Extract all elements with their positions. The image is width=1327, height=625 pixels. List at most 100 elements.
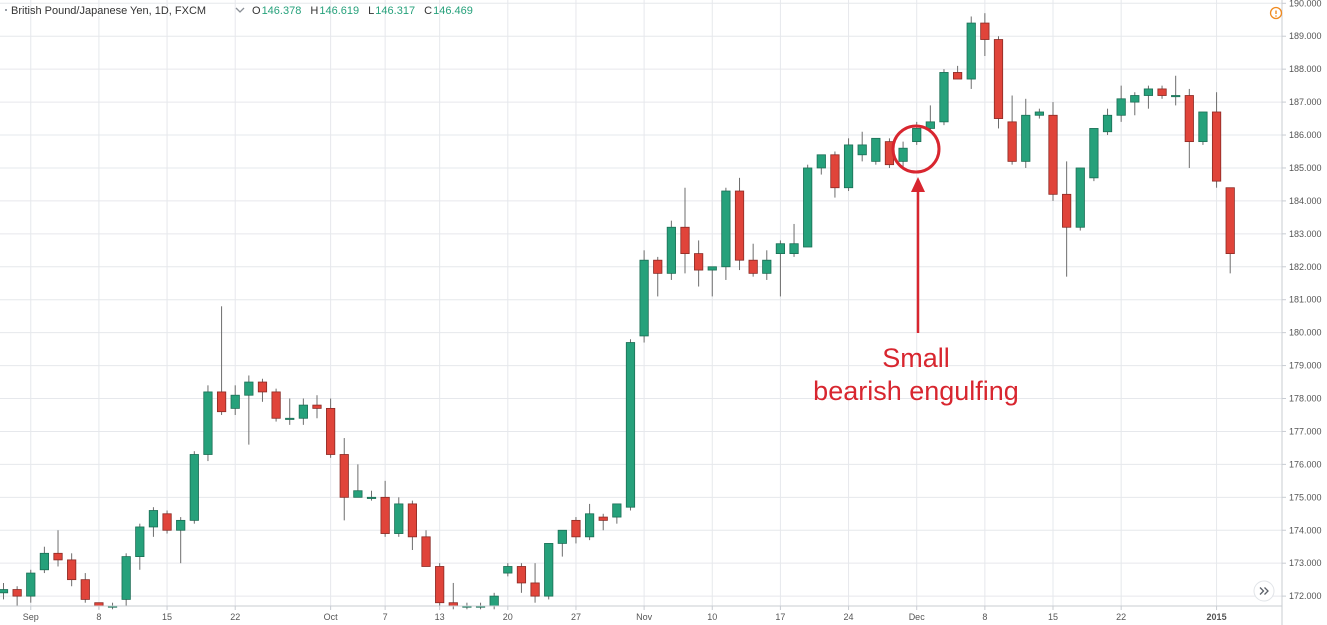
y-tick-label: 184.000 [1289,196,1322,206]
candle [1116,85,1126,122]
candle-body-bearish [598,516,608,521]
x-tick-label: 22 [230,612,240,622]
candle-body-bearish [1157,88,1167,96]
candle-body-bullish [366,496,377,499]
high-value: 146.619 [319,5,359,17]
y-tick-label: 186.000 [1289,130,1322,140]
candle-body-bearish [748,259,758,274]
candle [162,510,172,534]
y-tick-label: 190.000 [1289,0,1322,8]
candle-body-bullish [898,147,908,162]
candle-body-bearish [435,566,445,604]
candle-body-bearish [530,582,540,597]
candle-body-bullish [803,167,813,248]
candle [271,388,281,422]
candle [775,240,786,297]
candle-body-bullish [544,543,554,597]
candle [489,592,499,610]
y-tick-label: 189.000 [1289,31,1322,41]
price-axis[interactable]: 172.000 173.000 174.000 175.000 176.000 177.0… [1282,0,1322,601]
candle [1198,111,1208,145]
candle-body-bearish [571,519,581,538]
candle [530,563,540,603]
candle-body-bullish [298,404,308,419]
open-label: O [252,5,261,17]
candle [326,398,336,458]
y-tick-label: 182.000 [1289,262,1322,272]
candles [0,13,1235,610]
x-tick-label: 15 [1048,612,1058,622]
candle [1075,167,1085,231]
candle-body-bullish [503,566,513,574]
symbol-name[interactable]: British Pound/Japanese Yen, 1D, FXCM [11,5,206,17]
candle-body-bearish [271,391,281,419]
candle-body-bullish [176,519,186,531]
candle-body-bearish [312,404,322,409]
candle [53,530,63,567]
x-tick-label: 15 [162,612,172,622]
time-axis[interactable]: Sep 8 15 22 Oct 7 13 20 27 Nov 10 17 24 Dec 8 15 22 2015 [23,606,1227,622]
open-value: 146.378 [262,5,302,17]
candle [939,69,949,126]
candle [298,398,308,425]
candle [407,500,418,551]
candle [1048,102,1058,201]
scroll-right-button[interactable] [1253,580,1275,602]
candle [339,438,349,521]
candle-body-bullish [775,243,786,254]
y-tick-label: 185.000 [1289,163,1322,173]
candle-body-bearish [339,454,349,498]
candle-body-bearish [1184,95,1194,143]
candle-body-bearish [326,407,336,455]
x-tick-label: Nov [636,612,653,622]
annotation-line1: Small [882,343,950,373]
candle [435,563,445,606]
candle-body-bullish [966,22,976,80]
chevron-down-icon[interactable] [235,7,245,13]
candle [803,164,813,248]
candle [993,36,1004,129]
y-tick-label: 179.000 [1289,361,1322,371]
candle [1007,95,1017,165]
candle [721,187,731,280]
candle [135,523,145,570]
candle [353,464,363,498]
candle-body-bearish [680,226,690,254]
candle-body-bearish [653,259,663,274]
candle [216,306,227,415]
candle-body-bullish [148,510,159,528]
y-tick-label: 181.000 [1289,295,1322,305]
candle [557,529,567,557]
candle-body-bearish [1225,187,1235,254]
y-tick-label: 178.000 [1289,394,1322,404]
candle-body-bullish [394,503,404,534]
candle-body-bearish [953,72,963,80]
candle-body-bearish [80,579,90,600]
candle-body-bullish [0,589,9,594]
candle-body-bullish [121,556,131,600]
candle-body-bearish [980,22,990,40]
info-icon[interactable] [1269,6,1283,20]
y-tick-label: 177.000 [1289,426,1322,436]
candle [39,546,49,574]
symbol-legend[interactable]: British Pound/Japanese Yen, 1D, FXCM O14… [5,5,473,17]
candle [1143,85,1154,109]
y-tick-label: 174.000 [1289,525,1322,535]
candle-body-bearish [407,503,418,538]
annotation: Small bearish engulfing [813,124,1019,406]
candle-body-bullish [625,342,636,508]
candle [953,65,963,80]
candle-body-bullish [639,259,649,337]
candle-body-bullish [925,121,935,129]
candle-body-bullish [1075,167,1085,228]
candle-body-bearish [12,589,22,597]
candle-body-bearish [216,391,227,413]
y-tick-label: 172.000 [1289,591,1322,601]
candle [26,569,36,603]
candle [244,375,254,445]
candle [394,497,404,537]
candle [12,586,22,606]
candle-body-bearish [1048,114,1058,195]
candle-body-bullish [1171,95,1181,98]
